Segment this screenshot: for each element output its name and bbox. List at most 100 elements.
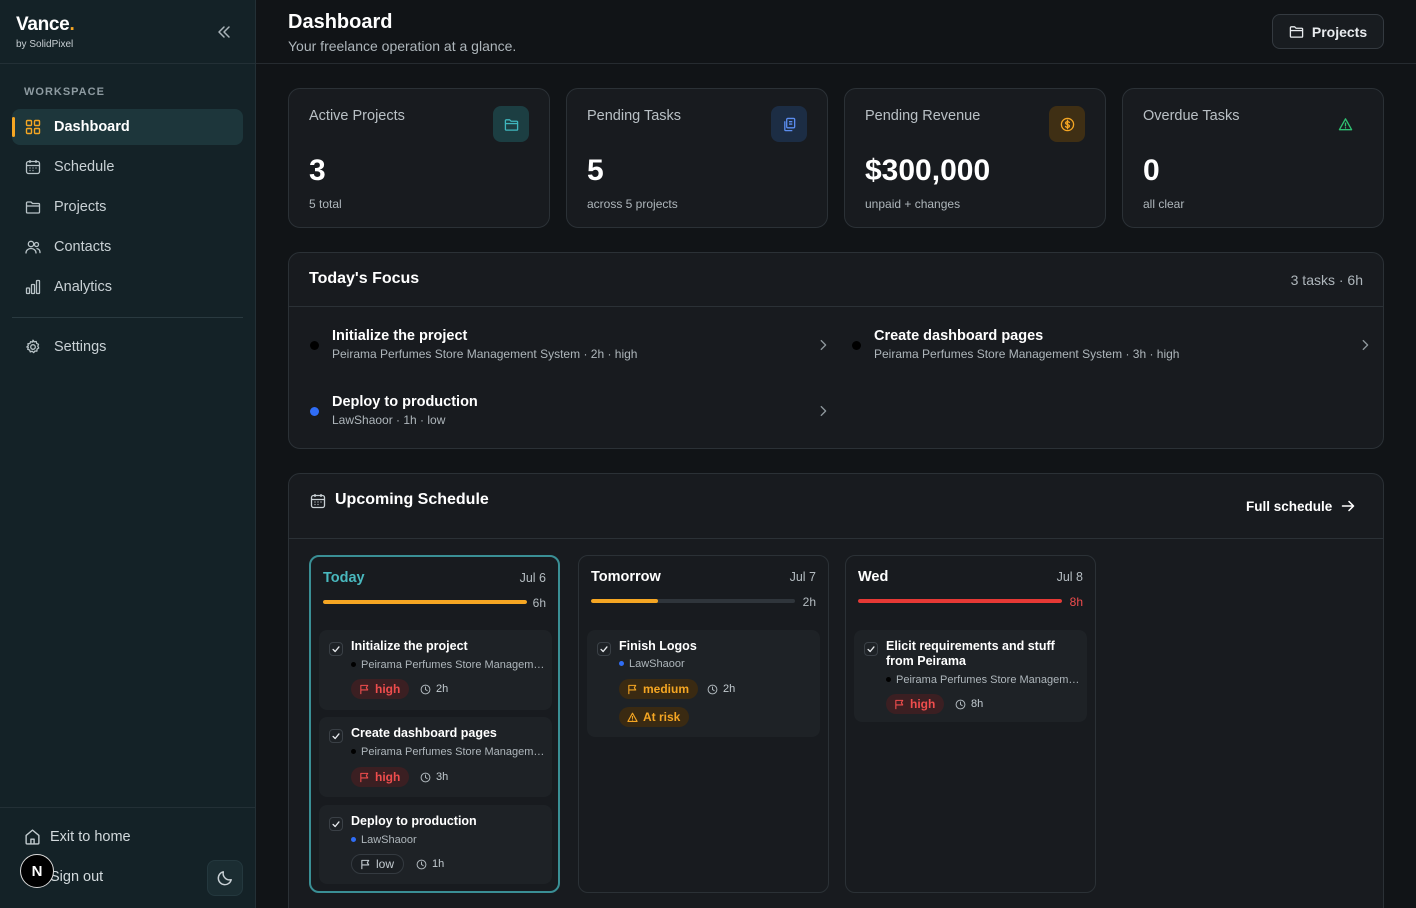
stat-label: Overdue Tasks <box>1143 108 1240 124</box>
stat-card-pending-tasks[interactable]: Pending Tasks 5 across 5 projects <box>566 88 828 228</box>
focus-task-item[interactable]: Initialize the project Peirama Perfumes … <box>310 325 830 371</box>
panel-divider <box>289 306 1383 307</box>
brand-dot: . <box>69 14 75 35</box>
task-project-name: Peirama Perfumes Store Management System <box>896 674 1081 686</box>
task-card[interactable]: Deploy to production LawShaoor low 1h <box>319 805 552 884</box>
duration-label: 2h <box>723 683 736 695</box>
full-schedule-link[interactable]: Full schedule <box>1246 498 1356 514</box>
moon-icon <box>216 869 234 887</box>
arrow-right-icon <box>1340 498 1356 514</box>
task-duration: 2h <box>420 683 448 695</box>
checkbox-icon[interactable] <box>864 642 878 656</box>
day-hours: 2h <box>802 595 816 609</box>
project-dot <box>351 749 356 754</box>
task-project: Peirama Perfumes Store Management System <box>886 674 1081 686</box>
focus-task-meta: Peirama Perfumes Store Management System… <box>332 347 638 361</box>
sidebar-item-dashboard[interactable]: Dashboard <box>12 109 243 145</box>
projects-button[interactable]: Projects <box>1272 14 1384 49</box>
page-title: Dashboard <box>288 11 393 33</box>
panel-divider <box>289 538 1383 539</box>
clock-icon <box>955 699 966 710</box>
day-name: Wed <box>858 569 889 585</box>
sidebar-item-label: Analytics <box>54 279 113 295</box>
clock-icon <box>416 859 427 870</box>
stat-note: all clear <box>1143 197 1185 211</box>
sidebar-nav: Dashboard Schedule Projects Contacts Ana… <box>12 109 243 369</box>
task-project-name: LawShaoor <box>629 658 685 670</box>
task-title: Finish Logos <box>619 639 697 653</box>
day-column-tomorrow: Tomorrow Jul 7 2h Finish Logos LawShaoor… <box>578 555 829 893</box>
day-load-bar <box>591 599 795 603</box>
clock-icon <box>707 684 718 695</box>
sidebar-item-schedule[interactable]: Schedule <box>12 149 243 185</box>
duration-label: 2h <box>436 683 449 695</box>
sidebar-item-analytics[interactable]: Analytics <box>12 269 243 305</box>
checkbox-icon[interactable] <box>597 642 611 656</box>
task-card[interactable]: Initialize the project Peirama Perfumes … <box>319 630 552 710</box>
theme-toggle-button[interactable] <box>207 860 243 896</box>
stat-value: $300,000 <box>865 154 991 187</box>
sidebar-item-contacts[interactable]: Contacts <box>12 229 243 265</box>
stat-value: 0 <box>1143 154 1160 187</box>
duration-label: 8h <box>971 698 984 710</box>
projects-button-label: Projects <box>1311 23 1368 40</box>
page-header: Dashboard Your freelance operation at a … <box>256 0 1416 64</box>
sidebar-item-label: Projects <box>54 199 107 215</box>
priority-label: high <box>375 770 401 784</box>
checkbox-icon[interactable] <box>329 642 343 656</box>
task-card[interactable]: Finish Logos LawShaoor medium 2h At risk <box>587 630 820 737</box>
stat-card-overdue-tasks[interactable]: Overdue Tasks 0 all clear <box>1122 88 1384 228</box>
exit-label: Exit to home <box>50 828 131 845</box>
sidebar-item-projects[interactable]: Projects <box>12 189 243 225</box>
focus-task-item[interactable]: Create dashboard pages Peirama Perfumes … <box>852 325 1372 371</box>
task-project: LawShaoor <box>619 658 814 670</box>
grid-icon <box>25 119 41 135</box>
task-project-name: Peirama Perfumes Store Management System <box>361 659 546 671</box>
chevron-right-icon <box>816 338 830 352</box>
focus-task-meta: LawShaoor · 1h · low <box>332 413 446 427</box>
copy-icon <box>771 106 807 142</box>
stat-card-pending-revenue[interactable]: Pending Revenue $300,000 unpaid + change… <box>844 88 1106 228</box>
stat-label: Active Projects <box>309 108 405 124</box>
stat-note: unpaid + changes <box>865 197 961 211</box>
stat-card-active-projects[interactable]: Active Projects 3 5 total <box>288 88 550 228</box>
focus-task-title: Deploy to production <box>332 394 478 410</box>
collapse-sidebar-icon[interactable] <box>214 22 234 42</box>
task-card[interactable]: Elicit requirements and stuff from Peira… <box>854 630 1087 722</box>
at-risk-badge: At risk <box>619 707 690 727</box>
flag-icon <box>894 699 905 710</box>
priority-label: high <box>375 682 401 696</box>
duration-label: 1h <box>432 858 445 870</box>
sidebar: Vance. by SolidPixel WORKSPACE Dashboard… <box>0 0 256 908</box>
project-dot <box>351 662 356 667</box>
task-project: LawShaoor <box>351 834 546 846</box>
task-card[interactable]: Create dashboard pages Peirama Perfumes … <box>319 717 552 797</box>
project-dot <box>886 677 891 682</box>
panel-title: Today's Focus <box>309 270 420 287</box>
brand-subtitle: by SolidPixel <box>16 39 74 50</box>
brand-logo[interactable]: Vance. by SolidPixel <box>16 14 75 50</box>
checkbox-icon[interactable] <box>329 729 343 743</box>
day-column-today: Today Jul 6 6h Initialize the project Pe… <box>309 555 560 893</box>
users-icon <box>25 239 41 255</box>
panel-title: Upcoming Schedule <box>335 491 489 508</box>
day-hours: 6h <box>532 596 546 610</box>
priority-label: medium <box>643 682 690 696</box>
chevron-right-icon <box>1358 338 1372 352</box>
focus-task-item[interactable]: Deploy to production LawShaoor · 1h · lo… <box>310 391 830 437</box>
home-icon <box>24 828 41 845</box>
project-dot <box>619 661 624 666</box>
folder-icon <box>1289 24 1304 39</box>
day-date: Jul 8 <box>1056 570 1083 584</box>
flag-icon <box>360 859 371 870</box>
avatar[interactable]: N <box>20 854 54 888</box>
exit-to-home-link[interactable]: Exit to home <box>24 828 131 845</box>
duration-label: 3h <box>436 771 449 783</box>
day-load-fill <box>858 599 1062 603</box>
stat-label: Pending Revenue <box>865 108 981 124</box>
sidebar-item-settings[interactable]: Settings <box>12 329 243 365</box>
checkbox-icon[interactable] <box>329 817 343 831</box>
task-duration: 2h <box>707 683 735 695</box>
todays-focus-panel: Today's Focus 3 tasks · 6h Initialize th… <box>288 252 1384 449</box>
bar-chart-icon <box>25 279 41 295</box>
